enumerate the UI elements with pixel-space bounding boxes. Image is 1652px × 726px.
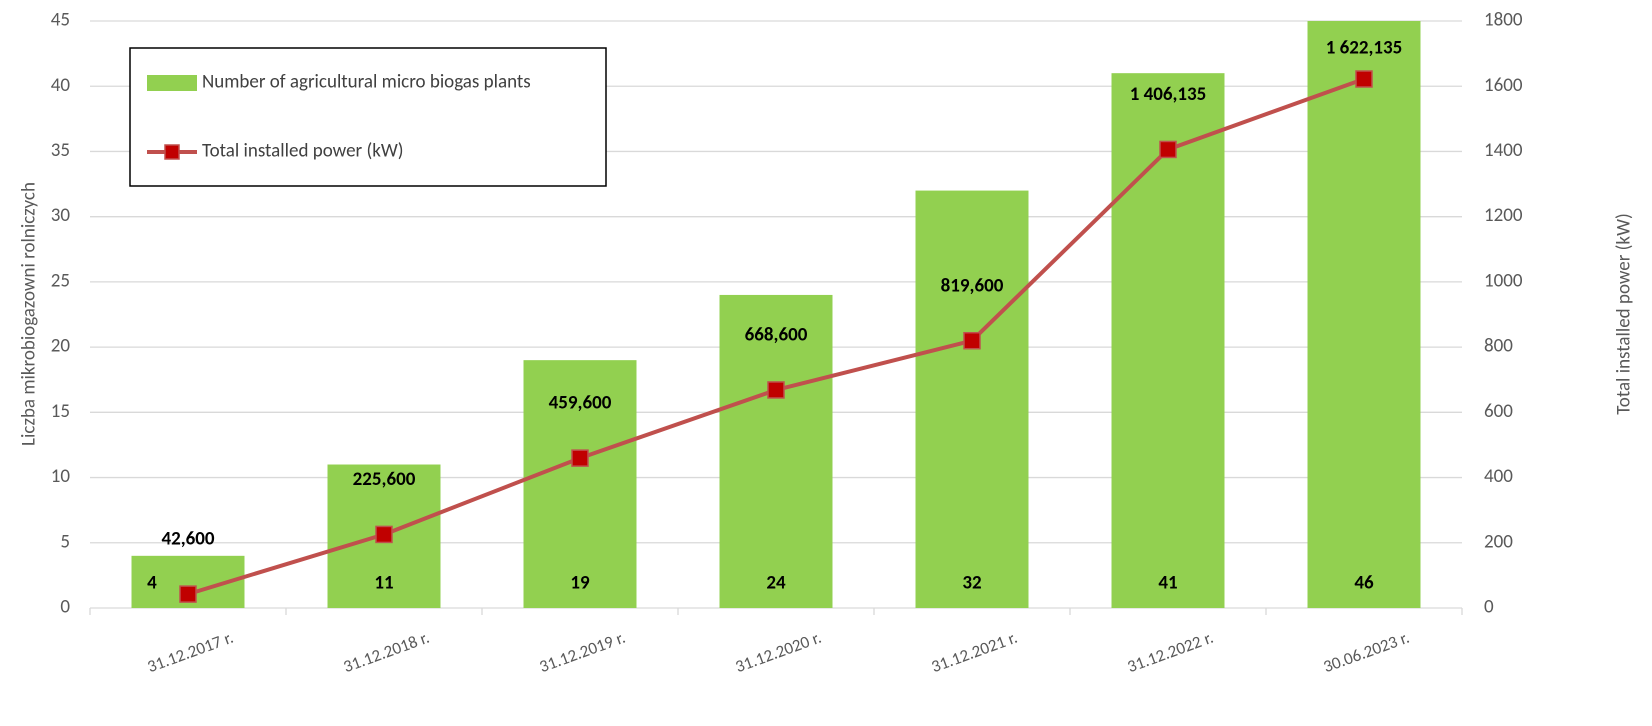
marker [1355,70,1373,88]
legend-marker [164,144,180,160]
y2-tick-label: 1800 [1484,9,1523,32]
x-tick-label: 31.12.2017 r. [144,627,236,677]
bar-label: 46 [1354,572,1374,595]
y-tick-label: 10 [51,465,71,488]
y-tick-label: 40 [51,74,71,97]
legend-box [129,47,607,187]
bar-label: 19 [570,572,590,595]
y2-tick-label: 600 [1484,400,1513,423]
bar [915,190,1029,609]
legend-label: Number of agricultural micro biogas plan… [202,71,531,94]
bars [131,21,1421,609]
y-tick-label: 20 [51,335,71,358]
legend-label: Total installed power (kW) [202,140,404,163]
y-tick-label: 25 [51,269,70,292]
y2-tick-label: 1200 [1484,204,1523,227]
bar-label: 4 [147,572,157,595]
bar-label: 24 [766,572,786,595]
y2-tick-label: 1600 [1484,74,1523,97]
marker [179,585,197,603]
y-axis-title: Liczba mikrobiogazowni rolniczych [18,182,41,446]
point-label: 1 406,135 [1130,83,1207,106]
marker [571,449,589,467]
y2-tick-label: 800 [1484,335,1513,358]
y-tick-label: 30 [51,204,71,227]
y2-tick-label: 400 [1484,465,1513,488]
x-tick-label: 31.12.2019 r. [536,627,628,677]
x-tick-label: 30.06.2023 r. [1320,627,1412,677]
marker [767,381,785,399]
y2-axis-title: Total installed power (kW) [1613,213,1636,415]
bar [1111,73,1225,608]
y-tick-label: 45 [51,9,70,32]
bar [1307,21,1421,608]
y-tick-label: 5 [60,530,70,553]
bar-label: 11 [374,572,393,595]
legend-swatch [147,75,197,91]
bar [719,294,833,608]
y2-tick-label: 200 [1484,530,1513,553]
x-tick-label: 31.12.2018 r. [340,627,432,677]
point-label: 1 622,135 [1326,37,1403,60]
bar-label: 32 [962,572,981,595]
bar-label: 41 [1158,572,1177,595]
y2-tick-label: 1400 [1484,139,1523,162]
point-label: 459,600 [549,392,612,415]
marker [963,331,981,350]
y2-tick-label: 0 [1484,596,1494,619]
x-tick-label: 31.12.2020 r. [732,627,824,677]
point-label: 668,600 [745,324,808,347]
marker [1159,140,1177,159]
y-tick-label: 15 [51,400,70,423]
point-label: 42,600 [161,528,214,551]
marker [375,525,393,544]
point-label: 225,600 [353,468,416,491]
y-tick-label: 35 [51,139,70,162]
y-tick-label: 0 [60,596,70,619]
x-tick-label: 31.12.2022 r. [1124,627,1216,677]
bar [523,360,637,608]
point-label: 819,600 [941,274,1004,297]
y2-tick-label: 1000 [1484,269,1523,292]
x-tick-label: 31.12.2021 r. [928,627,1020,677]
